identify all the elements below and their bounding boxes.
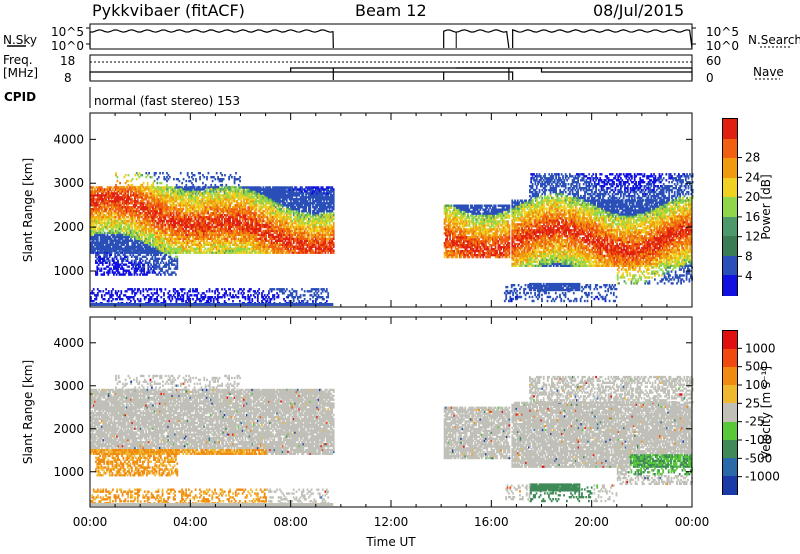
velocity-ytick-label: 1000 [53, 465, 84, 479]
power-heatmap-cells [90, 172, 694, 305]
xtick-label: 12:00 [374, 515, 409, 529]
velocity-colorbar-tick-label: -500 [745, 451, 772, 465]
xtick-label: 00:00 [73, 515, 108, 529]
velocity-colorbar [722, 330, 738, 495]
velocity-colorbar-swatch [723, 439, 737, 459]
velocity-colorbar-tick-label: -1000 [745, 470, 780, 484]
cpid-label: CPID [4, 91, 36, 103]
nsearch-label: N.Search [748, 34, 800, 46]
power-colorbar-swatch [723, 216, 737, 238]
velocity-ytick-label: 4000 [53, 336, 84, 350]
freq-tick-top: 18 [60, 55, 75, 67]
freq-label-2: [MHz] [3, 67, 38, 79]
velocity-colorbar-tick-label: 100 [745, 378, 768, 392]
power-colorbar-swatch [723, 197, 737, 218]
velocity-colorbar-tick-label: 25 [745, 396, 760, 410]
velocity-colorbar-swatch [723, 385, 737, 405]
power-colorbar-tick-label: 4 [745, 269, 753, 283]
velocity-colorbar-tick-label: 1000 [745, 341, 776, 355]
velocity-ytick-label: 2000 [53, 422, 84, 436]
power-colorbar-tick-label: 8 [745, 249, 753, 263]
freq-tick-bottom: 8 [64, 72, 72, 84]
power-colorbar-tick-label: 28 [745, 151, 760, 165]
date-title: 08/Jul/2015 [593, 3, 684, 19]
noise-panel-frame [89, 23, 693, 50]
x-axis-label: Time UT [365, 535, 416, 549]
xtick-label: 20:00 [574, 515, 609, 529]
xtick-label: 08:00 [273, 515, 308, 529]
station-title: Pykkvibaer (fitACF) [92, 3, 245, 19]
velocity-colorbar-swatch [723, 367, 737, 387]
power-ytick-label: 4000 [53, 132, 84, 146]
noise-tick-bottom: 10^0 [51, 40, 84, 52]
nave-tick-top: 60 [706, 55, 721, 67]
xtick-label: 04:00 [173, 515, 208, 529]
velocity-colorbar-swatch [723, 457, 737, 477]
nsearch-tick-bottom: 10^0 [706, 40, 739, 52]
nsearch-tick-top: 10^5 [706, 26, 739, 38]
velocity-colorbar-swatch [723, 475, 737, 495]
xtick-label: 00:00 [675, 515, 710, 529]
noise-tick-top: 10^5 [51, 26, 84, 38]
velocity-colorbar-swatch [723, 331, 737, 350]
velocity-heatmap-cells [90, 374, 694, 505]
power-ground-scatter [90, 303, 334, 306]
power-colorbar-tick-label: 20 [745, 190, 760, 204]
power-colorbar-swatch [723, 177, 737, 199]
power-colorbar-swatch [723, 255, 737, 277]
nsky-label: N.Sky [3, 34, 37, 46]
freq-label-1: Freq. [3, 54, 33, 66]
velocity-colorbar-tick-label: -25 [745, 415, 765, 429]
velocity-colorbar-swatch [723, 403, 737, 423]
power-colorbar [722, 118, 738, 296]
power-colorbar-swatch [723, 236, 737, 257]
velocity-colorbar-swatch [723, 349, 737, 369]
cpid-text: normal (fast stereo) 153 [94, 95, 240, 107]
power-colorbar-label: Power [dB] [759, 174, 773, 239]
nave-tick-bottom: 0 [706, 72, 714, 84]
nsky-trace [89, 29, 693, 49]
power-colorbar-swatch [723, 138, 737, 159]
velocity-ylabel: Slant Range [km] [21, 360, 35, 464]
nave-label: Nave [753, 66, 784, 78]
velocity-ground-scatter [90, 503, 334, 506]
beam-title: Beam 12 [355, 3, 427, 19]
velocity-colorbar-label: Velocity [m s⁻¹] [759, 366, 773, 459]
velocity-colorbar-tick-label: -100 [745, 433, 772, 447]
power-ytick-label: 1000 [53, 264, 84, 278]
power-colorbar-swatch [723, 119, 737, 140]
freq-trace-late [456, 67, 692, 73]
velocity-colorbar-tick-label: 500 [745, 360, 768, 374]
xtick-label: 16:00 [474, 515, 509, 529]
power-colorbar-tick-label: 24 [745, 170, 760, 184]
power-colorbar-swatch [723, 158, 737, 179]
power-ytick-label: 2000 [53, 220, 84, 234]
velocity-ytick-label: 3000 [53, 379, 84, 393]
power-ytick-label: 3000 [53, 176, 84, 190]
power-ylabel: Slant Range [km] [21, 158, 35, 262]
power-colorbar-tick-label: 12 [745, 230, 760, 244]
velocity-colorbar-swatch [723, 421, 737, 441]
power-colorbar-swatch [723, 275, 737, 296]
power-colorbar-tick-label: 16 [745, 210, 760, 224]
freq-trace [89, 67, 693, 80]
